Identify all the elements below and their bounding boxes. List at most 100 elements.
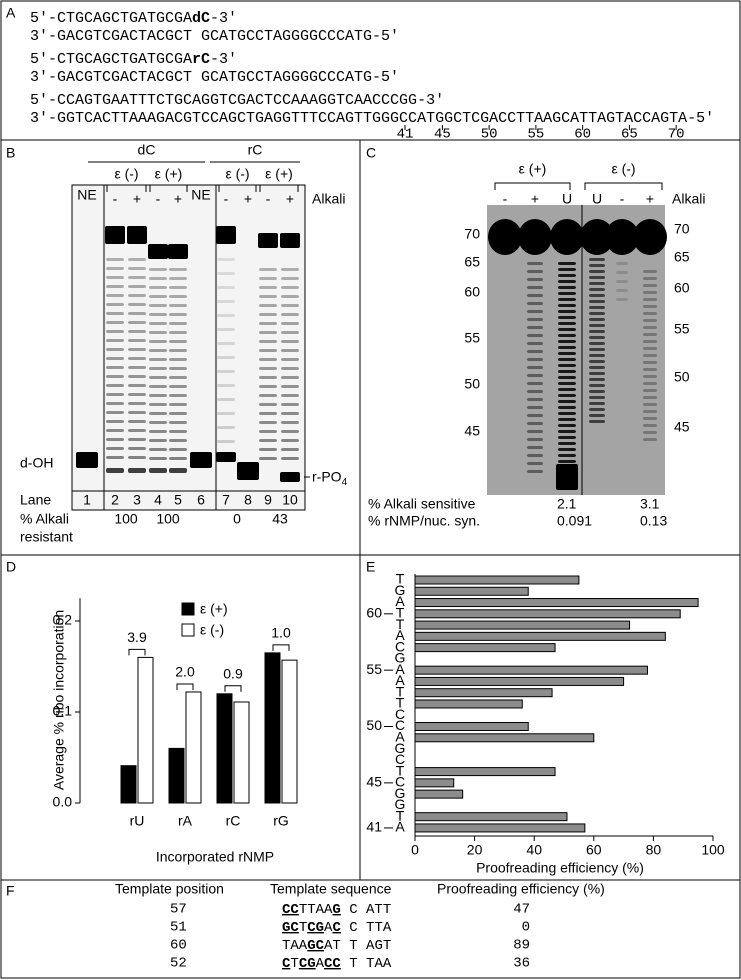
bracket xyxy=(259,184,299,192)
gel-band xyxy=(169,313,187,316)
gel-band xyxy=(106,366,124,369)
gel-band xyxy=(259,448,277,451)
gel-band xyxy=(589,330,605,333)
gel-band xyxy=(605,219,639,255)
gel-band xyxy=(128,357,146,360)
gel-band xyxy=(589,420,605,423)
gel-band xyxy=(558,280,576,283)
gel-band xyxy=(589,342,605,345)
gel-band xyxy=(280,472,300,482)
gel-band xyxy=(259,358,277,361)
gel-band xyxy=(106,330,124,333)
gel-band xyxy=(259,367,277,370)
x-axis-label: Proofreading efficiency (%) xyxy=(476,860,644,876)
y-tick-label: T xyxy=(396,695,405,711)
gel-band xyxy=(527,446,543,449)
enzyme-label: ε (+) xyxy=(155,166,183,182)
gel-band xyxy=(281,367,299,370)
gel-band xyxy=(106,312,124,315)
gel-band xyxy=(128,330,146,333)
sequence-line: 3'-GGTCACTTAAAGACGTCCAGCTGAGGTTTCCAGTTGG… xyxy=(30,110,714,127)
gel-band xyxy=(589,294,605,297)
gel-band xyxy=(643,382,657,385)
x-tick-label: rU xyxy=(130,813,145,829)
gel-band xyxy=(281,376,299,379)
gel-band xyxy=(527,326,543,329)
stat-value: 3.1 xyxy=(640,496,660,512)
gel-band xyxy=(217,314,235,317)
panel-label: B xyxy=(6,145,15,161)
bar xyxy=(414,823,586,833)
gel-band xyxy=(633,219,667,255)
gel-band xyxy=(589,390,605,393)
position-label: 60 xyxy=(574,127,591,143)
gel-band xyxy=(148,244,168,259)
table-cell: 52 xyxy=(170,956,187,972)
sequence-line: 5'-CCAGTGAATTTCTGCAGGTCGACTCCAAAGGTCAACC… xyxy=(30,92,444,109)
bar xyxy=(414,767,556,777)
gel-band xyxy=(259,376,277,379)
y-tick-label: A xyxy=(395,627,405,643)
gel-band xyxy=(281,340,299,343)
stat-value: 0.091 xyxy=(557,513,592,529)
gel-band xyxy=(558,328,576,331)
y-tick-label: T xyxy=(396,571,405,587)
gel-band xyxy=(558,322,576,325)
gel-band xyxy=(106,468,124,473)
gel-band xyxy=(527,286,543,289)
sequence-line: 3'-GACGTCGACTACGCT GCATGCCTAGGGGCCCATG-5… xyxy=(30,28,399,45)
gel-band xyxy=(643,389,657,392)
gel-band xyxy=(169,468,187,473)
gel-band xyxy=(281,358,299,361)
gel-band xyxy=(169,367,187,370)
gel-band xyxy=(558,388,576,391)
gel-band xyxy=(169,376,187,379)
gel-band xyxy=(589,300,605,303)
gel-band xyxy=(643,270,657,273)
gel-band xyxy=(527,398,543,401)
gel-band xyxy=(616,298,628,301)
gel-band xyxy=(128,276,146,279)
gel-band xyxy=(281,331,299,334)
gel-band xyxy=(527,318,543,321)
gel-band xyxy=(259,349,277,352)
gel-band xyxy=(237,462,259,480)
gel-band xyxy=(106,375,124,378)
gel-band xyxy=(149,304,167,307)
gel-band xyxy=(106,384,124,387)
gel-band xyxy=(643,410,657,413)
gel-band xyxy=(550,219,584,255)
gel-band xyxy=(106,393,124,396)
panel-label: C xyxy=(366,145,376,161)
gel-band xyxy=(558,274,576,277)
gel-band xyxy=(169,277,187,280)
gel-band xyxy=(281,322,299,325)
position-label: 55 xyxy=(366,661,382,677)
x-tick-label: 100 xyxy=(701,842,725,858)
lane-number: 4 xyxy=(154,492,162,508)
gel-band xyxy=(128,339,146,342)
group-label: rC xyxy=(248,142,263,158)
gel-band xyxy=(589,360,605,363)
gel-band xyxy=(280,233,300,248)
table-cell: TAAGCAT T AGT xyxy=(282,938,391,954)
gel-band xyxy=(589,402,605,405)
stat-label: % Alkali sensitive xyxy=(368,496,476,512)
gel-band xyxy=(527,334,543,337)
sequence-part: CG xyxy=(299,956,316,972)
enzyme-label: ε (-) xyxy=(114,166,138,182)
gel-band xyxy=(589,354,605,357)
lane-header: NE xyxy=(191,187,210,203)
gel-band xyxy=(149,468,167,473)
gel-band xyxy=(106,429,124,432)
gel-band xyxy=(149,268,167,271)
gel-band xyxy=(128,366,146,369)
gel-band xyxy=(128,258,146,261)
band-label: r-PO4 xyxy=(312,469,348,488)
sequence-part: T xyxy=(290,956,298,972)
gel-band xyxy=(259,385,277,388)
gel-band xyxy=(168,244,188,259)
gel-band xyxy=(643,375,657,378)
lane-header: - xyxy=(620,191,625,207)
